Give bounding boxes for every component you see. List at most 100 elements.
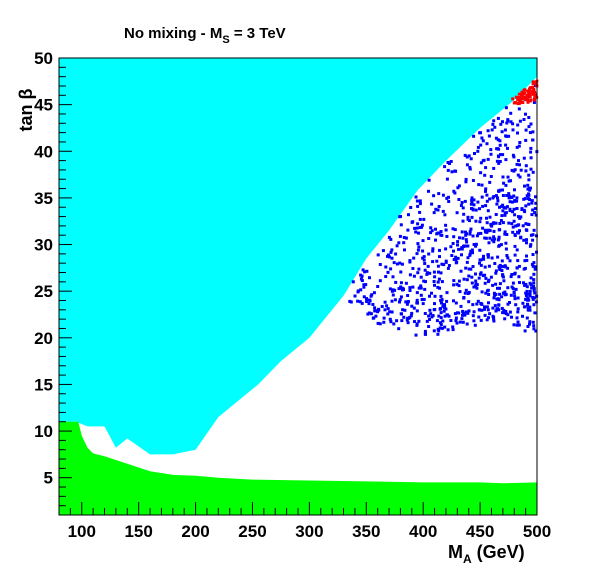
blue-point (464, 233, 468, 237)
blue-point (395, 319, 399, 323)
blue-point (388, 317, 392, 321)
blue-point (387, 235, 391, 239)
blue-point (513, 199, 517, 202)
blue-point (435, 259, 439, 263)
blue-point (529, 150, 533, 154)
x-tick-label: 450 (466, 522, 494, 541)
blue-point (465, 163, 469, 167)
blue-point (489, 224, 493, 228)
blue-point (373, 309, 377, 313)
blue-point (516, 320, 520, 324)
blue-point (467, 154, 471, 158)
blue-point (372, 291, 376, 295)
blue-point (521, 224, 525, 228)
blue-point (492, 166, 496, 170)
blue-point (408, 289, 412, 292)
blue-point (391, 275, 395, 279)
blue-point (470, 281, 474, 285)
blue-point (464, 180, 468, 184)
blue-point (374, 314, 378, 318)
y-tick-label: 20 (34, 329, 53, 348)
blue-point (398, 234, 402, 238)
blue-point (513, 253, 517, 257)
blue-point (519, 215, 523, 219)
blue-point (499, 122, 503, 126)
blue-point (526, 183, 530, 187)
blue-point (438, 286, 441, 290)
blue-point (455, 321, 459, 325)
blue-point (472, 319, 476, 323)
blue-point (437, 277, 441, 281)
blue-point (478, 207, 481, 211)
blue-point (485, 142, 489, 146)
blue-point (531, 264, 535, 268)
blue-point (498, 139, 502, 143)
blue-point (446, 328, 450, 332)
blue-point (506, 313, 510, 317)
blue-point (516, 131, 519, 135)
blue-point (504, 206, 508, 210)
blue-point (458, 320, 462, 324)
blue-point (412, 306, 416, 310)
blue-point (503, 264, 507, 268)
blue-point (484, 291, 488, 295)
blue-point (462, 212, 466, 216)
blue-point (471, 234, 475, 238)
blue-point (400, 319, 404, 323)
blue-point (497, 189, 501, 193)
blue-point (470, 215, 474, 219)
blue-point (465, 155, 469, 159)
blue-point (468, 167, 472, 171)
blue-point (498, 292, 502, 296)
blue-point (505, 233, 509, 236)
blue-point (504, 293, 508, 296)
blue-point (457, 284, 461, 288)
blue-point (502, 181, 506, 185)
blue-point (441, 319, 445, 323)
blue-point (360, 301, 364, 305)
red-point (533, 97, 536, 101)
blue-point (512, 290, 516, 294)
blue-point (486, 253, 490, 257)
red-point (531, 80, 535, 84)
blue-point (471, 303, 475, 307)
blue-point (529, 283, 533, 287)
blue-point (516, 310, 520, 314)
blue-point (395, 244, 399, 248)
blue-point (399, 285, 403, 289)
blue-point (453, 312, 457, 316)
blue-point (525, 241, 528, 245)
blue-point (432, 194, 436, 198)
blue-point (437, 205, 441, 208)
blue-point (387, 255, 391, 259)
blue-point (416, 222, 420, 226)
blue-point (524, 112, 527, 116)
blue-point (418, 226, 422, 229)
blue-point (470, 207, 473, 210)
blue-point (516, 173, 520, 177)
blue-point (417, 319, 421, 323)
blue-point (531, 253, 535, 256)
blue-point (494, 282, 498, 286)
blue-point (432, 280, 436, 283)
blue-point (486, 308, 490, 312)
blue-point (421, 302, 425, 306)
y-axis-title-main: tan (16, 99, 36, 131)
blue-point (428, 294, 431, 298)
blue-point (492, 240, 496, 244)
blue-point (473, 323, 477, 327)
blue-point (505, 134, 509, 138)
blue-point (527, 173, 531, 177)
blue-point (468, 165, 472, 169)
blue-point (477, 315, 481, 319)
red-point (531, 85, 535, 89)
blue-point (457, 311, 461, 315)
blue-point (390, 248, 394, 252)
red-point (532, 90, 536, 94)
red-point (518, 101, 522, 105)
blue-point (518, 229, 521, 233)
blue-point (376, 253, 380, 257)
blue-point (404, 300, 408, 304)
blue-point (515, 162, 519, 166)
blue-point (460, 317, 464, 321)
